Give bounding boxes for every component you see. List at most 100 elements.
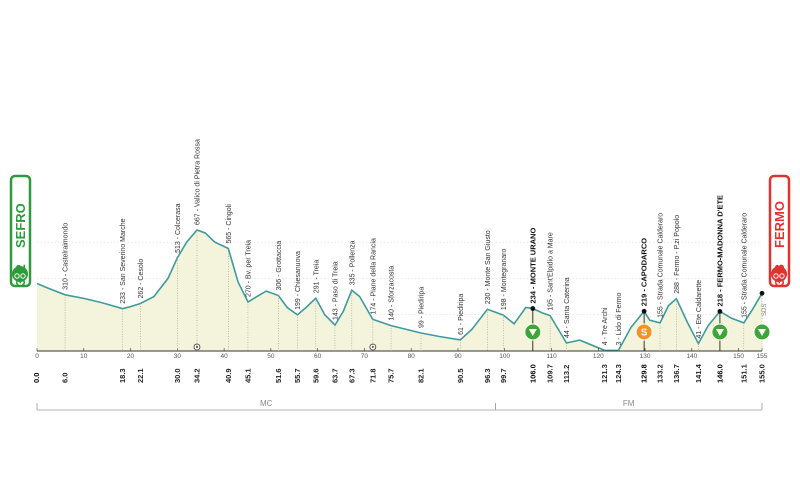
waypoint: 219 - CAPODARCO 129.8 S (635, 238, 653, 383)
waypoint-km-label: 67.3 (347, 368, 356, 383)
waypoint-km-label: 18.3 (118, 368, 127, 383)
waypoint-label: 306 - Grottaccia (276, 241, 283, 291)
waypoint-km-label: 71.8 (368, 368, 377, 383)
waypoint: 667 - Valico di Pietra Rossa 34.2 (192, 139, 201, 383)
waypoint: 310 - Castelraimondo 6.0 (61, 223, 70, 383)
waypoint: 199 - Chiesanuova 55.7 (293, 251, 302, 383)
waypoint-label: 195 - Sant'Elpidio a Mare (548, 232, 555, 310)
waypoint-km-label: 75.7 (387, 368, 396, 383)
km-tick-label: 50 (267, 353, 275, 360)
waypoint: 174 - Piane della Rancia 71.8 (368, 238, 377, 383)
sprint-marker-letter: S (641, 328, 648, 339)
elevation-profile-area (37, 230, 762, 351)
waypoint-km-label: 6.0 (61, 373, 70, 383)
km-tick-label: 150 (733, 353, 744, 360)
km-tick-label: 30 (174, 353, 182, 360)
waypoint-label: 270 - Bv. per Treia (245, 240, 252, 297)
waypoint-label: 99 - Piediripa (419, 287, 426, 328)
km-tick-label: 40 (220, 353, 228, 360)
waypoint-km-label: 59.6 (311, 368, 320, 383)
waypoint-label: 310 - Castelraimondo (63, 223, 70, 290)
waypoint: 41 - Ete Caldarette 141.4 (694, 280, 703, 383)
start-flag-icon (12, 266, 28, 282)
waypoint-km-label: 40.9 (224, 368, 233, 383)
waypoint-label: 335 - Pollenza (349, 240, 356, 285)
waypoint: 306 - Grottaccia 51.6 (274, 241, 283, 383)
feed-zone-icon-dot (195, 346, 198, 348)
waypoint: 513 - Colcerasa 30.0 (173, 203, 182, 383)
finish-badge: FERMO 318 (768, 174, 791, 288)
waypoint-label: 218 - FERMO-MADONNA D'ETE (715, 195, 724, 307)
waypoint-km-label: 90.5 (456, 368, 465, 383)
waypoint-km-label: 121.3 (600, 364, 609, 383)
start-badge-frame (9, 174, 32, 288)
province-name: MC (260, 399, 273, 408)
waypoint: 61 - Piediripa 90.5 (456, 294, 465, 383)
kom-marker-triangle (528, 329, 537, 336)
waypoint-label: 219 - CAPODARCO (640, 238, 649, 307)
finish-badge-frame (768, 174, 791, 288)
waypoint-km-label: 141.4 (694, 363, 703, 383)
waypoint-label: 4 - Tre Archi (602, 307, 609, 345)
waypoint: 270 - Bv. per Treia 45.1 (243, 240, 252, 383)
distance-axis: 0 10 20 30 40 50 60 70 80 90 100 110 120 130 140 150 155 (35, 343, 768, 360)
waypoint: 234 - MONTE URANO 106.0 (524, 228, 542, 383)
waypoint-label: 143 - Paso di Treia (332, 261, 339, 320)
waypoint: 3 - Lido di Fermo 124.3 (614, 292, 623, 383)
kom-marker-triangle (715, 329, 724, 336)
km-tick-label: 10 (80, 353, 88, 360)
waypoint-label: 61 - Piediripa (458, 294, 465, 335)
km-tick-label: 110 (546, 353, 557, 360)
waypoint-km-label: 30.0 (173, 368, 182, 383)
finish-bike-wheel-icon (773, 273, 779, 279)
km-tick-label: 155 (757, 353, 768, 360)
waypoint-dot (717, 309, 723, 314)
waypoint-km-label: 106.0 (528, 364, 537, 383)
waypoint-km-label: 146.0 (715, 364, 724, 383)
province-bands: MC FM (36, 399, 763, 411)
finish-dot (759, 290, 765, 296)
waypoint-km-label: 151.1 (739, 364, 748, 383)
finish-flag-icon (771, 266, 787, 282)
km-tick-label: 130 (640, 353, 651, 360)
waypoint-km-label: 45.1 (243, 368, 252, 383)
waypoint-km-label: 96.3 (483, 368, 492, 383)
start-bike-wheel-icon (14, 273, 20, 279)
waypoint: 335 - Pollenza 67.3 (347, 240, 356, 383)
km-tick-label: 90 (454, 353, 462, 360)
kom-marker-triangle (758, 329, 766, 336)
waypoint-km-label: 51.6 (274, 368, 283, 383)
waypoint: 291 - Treia 59.6 (311, 260, 320, 383)
waypoint-km-label: 63.7 (330, 368, 339, 383)
waypoint-label: 140 - Sforzacosta (389, 266, 396, 321)
waypoint-label: 230 - Monte San Giusto (485, 230, 492, 304)
waypoint-km-label: 109.7 (546, 364, 555, 383)
km-tick-label: 100 (499, 353, 510, 360)
waypoint: 4 - Tre Archi 121.3 (600, 307, 609, 383)
waypoint-km-label: 99.7 (499, 368, 508, 383)
waypoint: 262 - Cesolo 22.1 (136, 259, 145, 383)
km-tick-label: 140 (686, 353, 697, 360)
waypoint-label: 41 - Ete Caldarette (696, 280, 703, 339)
waypoint: 44 - Santa Caterina 113.2 (562, 277, 571, 383)
waypoint-label: 262 - Cesolo (138, 259, 145, 299)
waypoint: 195 - Sant'Elpidio a Mare 109.7 (546, 232, 555, 383)
finish-name: FERMO (772, 201, 787, 248)
waypoint-km-label: 155.0 (758, 364, 767, 383)
waypoint: 218 - FERMO-MADONNA D'ETE 146.0 (711, 195, 729, 383)
waypoint-dot (641, 308, 647, 314)
waypoint-label: 513 - Colcerasa (175, 203, 182, 253)
waypoint-label: 291 - Treia (313, 260, 320, 294)
start-km-label: 0.0 (32, 373, 41, 383)
waypoint-label: 155 - Strada Comunale Calderaro (658, 213, 665, 318)
waypoint-dot (530, 306, 536, 311)
waypoint: 288 - Fermo - P.zi Popolo 136.7 (672, 215, 681, 383)
km-tick-label: 20 (127, 353, 135, 360)
km-tick-label: 60 (314, 353, 322, 360)
waypoint: 230 - Monte San Giusto 96.3 (483, 230, 492, 383)
finish-bike-wheel-icon (779, 273, 785, 279)
waypoint-km-label: 136.7 (672, 364, 681, 383)
waypoint-label: 288 - Fermo - P.zi Popolo (674, 215, 681, 294)
waypoint-km-label: 22.1 (136, 368, 145, 383)
